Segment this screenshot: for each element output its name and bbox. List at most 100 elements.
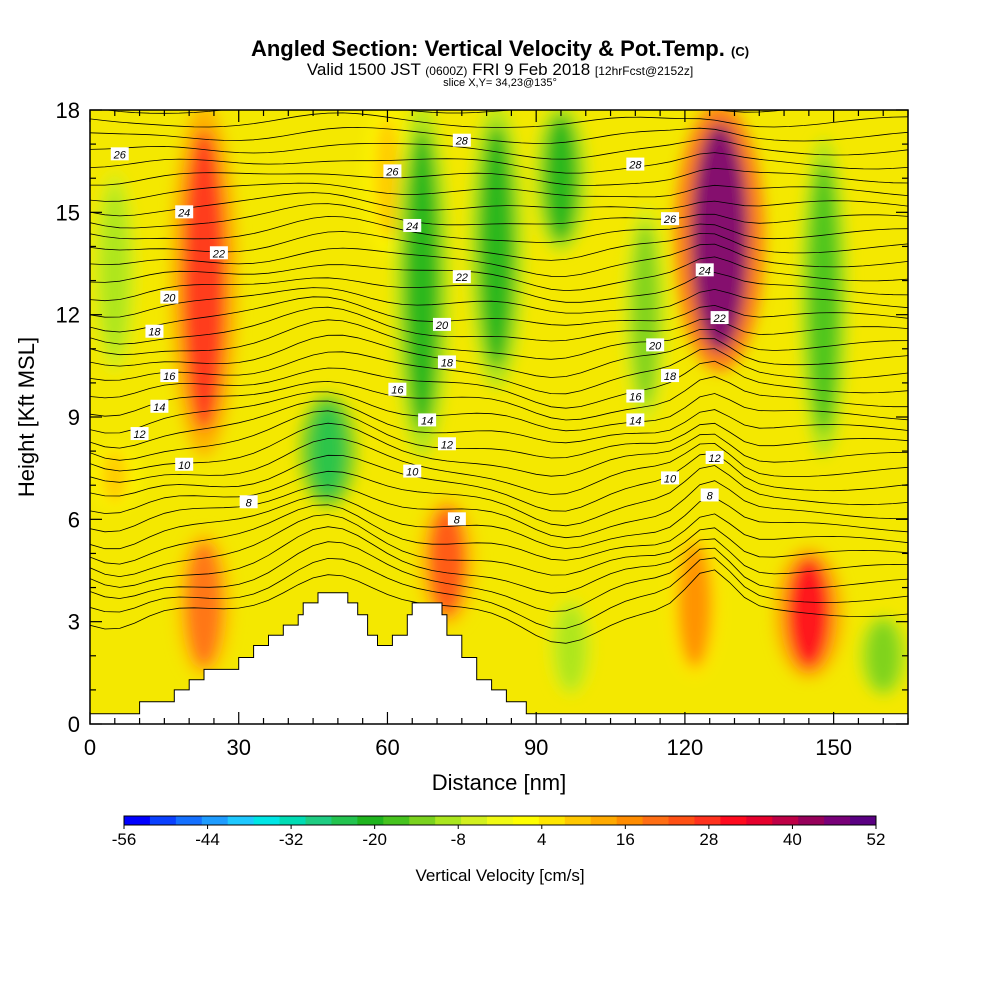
pot-temp-isoline [90,167,908,186]
pot-temp-isoline [90,410,908,461]
contour-label-text: 24 [698,265,711,277]
colorbar-swatch [642,816,670,825]
downdraft-core [868,621,899,690]
contour-label-box [646,338,665,352]
colorbar-tick-label: 40 [783,830,802,849]
colorbar-swatch [694,816,721,825]
contour-label-box [661,212,680,226]
contour-label-box [705,450,724,464]
contour-label-text: 18 [441,357,454,369]
pot-temp-isoline [90,152,908,174]
contour-label: 26 [383,164,402,178]
subtitle-forecast: [12hrFcst@2152z] [594,64,694,78]
colorbar-tick-label: -56 [112,830,137,849]
contour-label: 22 [209,246,228,260]
colorbar-swatch [798,816,825,825]
pot-temp-isoline [90,541,908,612]
colorbar-swatch [124,816,151,825]
y-tick-label: 3 [68,610,80,635]
contour-label: 16 [160,369,179,383]
pot-temp-isoline [90,306,908,345]
pot-temp-isoline [90,569,908,644]
contour-label-text: 28 [455,136,469,148]
contour-label-text: 24 [405,221,418,233]
downdraft-core [808,162,840,434]
pot-temp-isoline [90,139,908,160]
contour-label-text: 8 [707,490,714,502]
contour-label-text: 24 [177,207,190,219]
colorbar-swatch [253,816,281,825]
y-tick-label: 12 [56,303,80,328]
contour-label-box [150,399,169,413]
contour-label-box [710,311,729,325]
contour-label-box [130,427,149,441]
colorbar-swatch [746,816,773,825]
contour-label: 26 [661,212,680,226]
contour-label-text: 10 [406,467,419,479]
contour-label-text: 20 [435,320,449,332]
contour-label: 26 [110,147,129,161]
subtitle-date: FRI 9 Feb 2018 [472,60,591,79]
contour-label: 18 [437,355,456,369]
colorbar-swatch [668,816,695,825]
colorbar-title: Vertical Velocity [cm/s] [415,866,584,885]
contour-label-text: 10 [664,473,677,485]
pot-temp-isoline [90,465,908,527]
x-tick-label: 30 [226,735,250,760]
pot-temp-isoline [90,495,908,550]
pot-temp-isoline [90,256,908,292]
colorbar-swatch [435,816,462,825]
contour-label: 20 [432,317,451,332]
contour-label-box [239,495,258,509]
contour-label-box [432,317,451,331]
colorbar-tick-label: -44 [195,830,220,849]
updraft-core [677,541,712,668]
pot-temp-isoline [104,110,789,114]
contour-label-box [175,457,194,471]
downdraft-core [478,125,515,368]
contour-label-text: 22 [712,313,725,325]
contour-label-text: 12 [441,439,453,451]
updraft-core [691,124,748,352]
chart-subtitle: Valid 1500 JST (0600Z) FRI 9 Feb 2018 [1… [0,60,1000,80]
contour-label-box [418,413,437,427]
colorbar: -56 -44 -32 -20 -8 4 16 28 40 52 [112,815,885,849]
contour-label-box [437,437,456,451]
contour-label: 24 [403,218,422,233]
downdraft-core [557,605,585,689]
contour-label-box [403,464,422,478]
subtitle-zulu-time: (0600Z) [425,64,468,78]
pot-temp-isoline [90,480,908,539]
colorbar-swatch [175,816,203,825]
pot-temp-isoline [90,319,908,360]
pot-temp-isoline [90,272,908,303]
contour-label-text: 12 [133,429,145,441]
y-axis-title: Height [Kft MSL] [14,337,39,497]
pot-temp-isoline [90,203,908,229]
updraft-core [373,115,401,242]
contour-label-box [700,488,719,502]
plot-area: 26 24 22 20 18 16 14 12 10 8 26 24 22 20 18 16 14 12 10 8 28… [89,88,909,725]
contour-label: 16 [388,382,407,397]
contour-label-text: 26 [113,149,127,161]
colorbar-frame [123,815,877,826]
colorbar-tick-label: -32 [279,830,304,849]
pot-temp-isoline [90,287,908,318]
updraft-core [185,541,223,668]
contour-label-box [626,389,645,403]
pot-temp-isoline [90,376,908,421]
contour-label: 14 [418,413,437,427]
colorbar-swatch [512,816,540,825]
pot-temp-isoline [90,112,908,128]
downdraft-core [631,222,660,407]
contour-label: 28 [452,133,471,148]
pot-temp-isoline [90,504,908,565]
contour-label: 24 [695,263,714,277]
contour-label-box [160,290,179,304]
contour-label: 18 [661,369,680,383]
pot-temp-contour-labels: 26 24 22 20 18 16 14 12 10 8 26 24 22 20 18 16 14 12 10 8 28… [110,133,729,526]
contour-label-text: 22 [455,272,468,284]
contour-label: 22 [452,270,471,284]
pot-temp-isoline [90,88,908,100]
downdraft-core [404,130,440,431]
